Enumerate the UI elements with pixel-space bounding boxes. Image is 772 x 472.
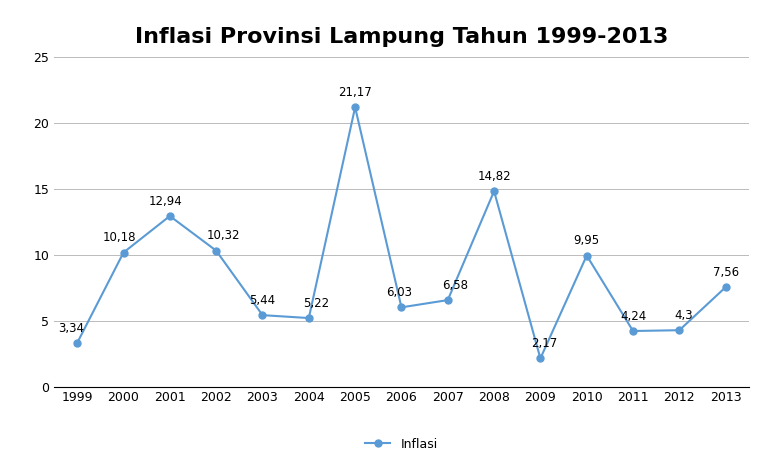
Inflasi — [628, 328, 638, 334]
Text: 5,44: 5,44 — [249, 294, 276, 307]
Text: 6,03: 6,03 — [386, 286, 411, 299]
Inflasi — [119, 250, 128, 255]
Inflasi — [582, 253, 591, 258]
Text: 2,17: 2,17 — [531, 337, 557, 350]
Text: 5,22: 5,22 — [303, 297, 329, 310]
Text: 21,17: 21,17 — [338, 86, 372, 99]
Legend: Inflasi: Inflasi — [361, 433, 442, 456]
Inflasi — [443, 297, 452, 303]
Text: 7,56: 7,56 — [713, 266, 739, 279]
Text: 10,18: 10,18 — [103, 231, 136, 244]
Inflasi — [73, 340, 82, 346]
Text: 3,34: 3,34 — [59, 321, 85, 335]
Text: 4,24: 4,24 — [620, 310, 646, 323]
Inflasi — [258, 312, 267, 318]
Inflasi — [304, 315, 313, 321]
Inflasi — [397, 304, 406, 310]
Inflasi — [536, 355, 545, 361]
Inflasi — [489, 188, 499, 194]
Inflasi — [721, 284, 730, 290]
Title: Inflasi Provinsi Lampung Tahun 1999-2013: Inflasi Provinsi Lampung Tahun 1999-2013 — [135, 27, 668, 47]
Text: 9,95: 9,95 — [574, 234, 600, 247]
Inflasi — [165, 213, 174, 219]
Inflasi — [675, 328, 684, 333]
Line: Inflasi: Inflasi — [74, 104, 729, 362]
Text: 10,32: 10,32 — [206, 229, 240, 242]
Text: 4,3: 4,3 — [674, 309, 692, 322]
Text: 14,82: 14,82 — [477, 170, 511, 183]
Text: 6,58: 6,58 — [442, 279, 468, 292]
Text: 12,94: 12,94 — [149, 194, 182, 208]
Inflasi — [350, 104, 360, 110]
Inflasi — [212, 248, 221, 253]
